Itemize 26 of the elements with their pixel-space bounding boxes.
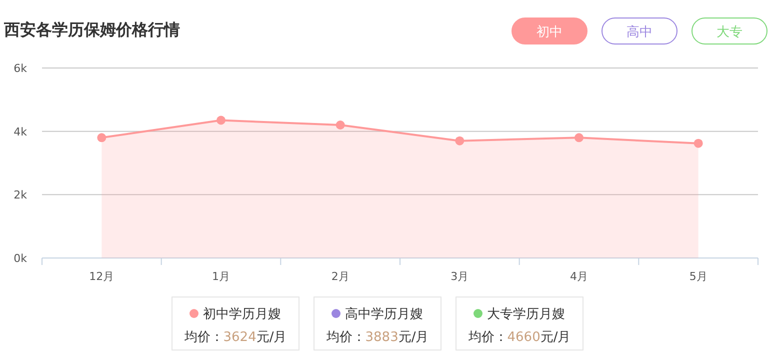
text: 高中 xyxy=(626,24,652,40)
text: 均价：4660元/月 xyxy=(467,330,571,345)
y-tick-label: 6k xyxy=(14,62,28,75)
x-tick-label: 12月 xyxy=(89,270,114,283)
point xyxy=(97,133,106,142)
text: 均价：3883元/月 xyxy=(325,330,429,345)
point xyxy=(455,136,464,146)
y-tick-label: 0k xyxy=(14,252,28,265)
point xyxy=(694,138,703,148)
y-tick-label: 4k xyxy=(14,125,28,138)
text: 初中 xyxy=(536,25,562,40)
x-tick-label: 1月 xyxy=(212,270,230,283)
point xyxy=(574,133,584,142)
legend-label: 初中学历月嫂 xyxy=(203,307,281,322)
x-tick-label: 2月 xyxy=(331,270,350,283)
x-tick-label: 4月 xyxy=(570,270,588,283)
chart-title: 西安各学历保姆价格行情 xyxy=(3,20,180,39)
point xyxy=(336,120,345,130)
legend-label: 大专学历月嫂 xyxy=(487,307,565,322)
text: 均价：3624元/月 xyxy=(183,330,287,345)
legend-label: 高中学历月嫂 xyxy=(345,306,423,322)
x-tick-label: 3月 xyxy=(450,270,469,283)
point xyxy=(216,116,226,125)
x-tick-label: 5月 xyxy=(689,270,708,283)
text: 大专 xyxy=(716,25,742,40)
y-tick-label: 2k xyxy=(14,188,28,202)
